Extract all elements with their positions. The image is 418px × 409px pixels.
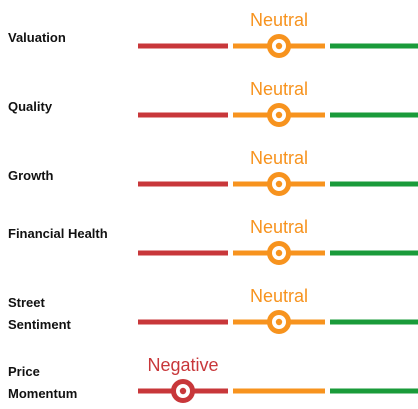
rating-marker-dot	[275, 42, 283, 50]
rating-marker-dot	[275, 318, 283, 326]
row-label: Price Momentum	[8, 364, 78, 401]
row-label: Growth	[8, 168, 54, 183]
row-label: Valuation	[8, 30, 66, 45]
rating-text: Negative	[147, 355, 218, 375]
rating-text: Neutral	[250, 148, 308, 168]
row-label: Financial Health	[8, 226, 108, 241]
rating-marker-dot	[275, 111, 283, 119]
rating-text: Neutral	[250, 286, 308, 306]
row-label: Quality	[8, 99, 53, 114]
row-label: Street Sentiment	[8, 295, 71, 332]
rating-marker-dot	[275, 249, 283, 257]
rating-text: Neutral	[250, 217, 308, 237]
rating-text: Neutral	[250, 10, 308, 30]
rating-marker-dot	[275, 180, 283, 188]
rating-marker-dot	[179, 387, 187, 395]
rating-text: Neutral	[250, 79, 308, 99]
